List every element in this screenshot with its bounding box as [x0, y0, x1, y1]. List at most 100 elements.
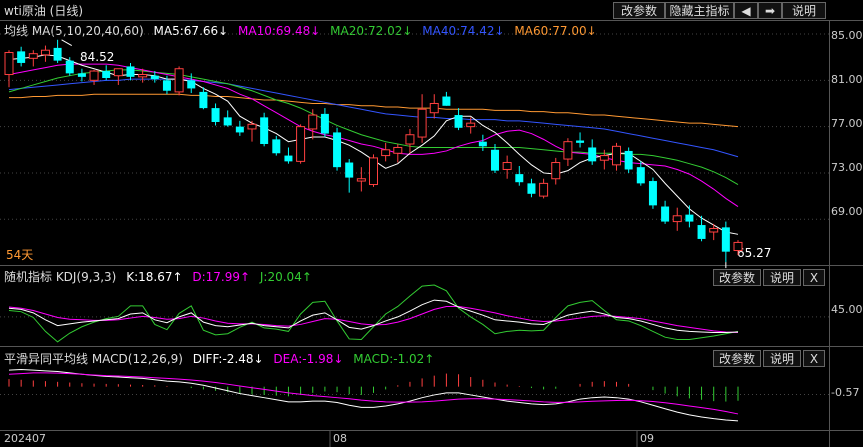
kdj-close-icon[interactable]: X	[803, 269, 825, 286]
macd-modify-params-button[interactable]: 改参数	[713, 350, 761, 367]
macd-dea-line	[8, 372, 739, 415]
candle-body-down	[199, 91, 208, 109]
candle-body-up	[89, 70, 99, 81]
modify-params-button[interactable]: 改参数	[613, 2, 665, 19]
macd-legend: 平滑异同平均线 MACD(12,26,9) DIFF:-2.48↓ DEA:-1…	[4, 350, 440, 367]
candle-body-down	[624, 150, 633, 170]
candle-body-up	[393, 146, 403, 154]
macd-macd-value: MACD:-1.02↑	[353, 352, 435, 366]
candle-body-down	[648, 181, 657, 206]
kdj-modify-params-button[interactable]: 改参数	[713, 269, 761, 286]
candle-body-down	[697, 225, 706, 239]
candle-body-up	[466, 122, 476, 128]
candle-body-up	[356, 178, 366, 182]
candle-body-down	[272, 139, 281, 154]
candle-body-up	[40, 49, 50, 56]
candle-body-up	[563, 141, 573, 160]
y-tick: 69.00	[831, 205, 863, 218]
candle-body-down	[454, 115, 463, 128]
candle-body-up	[247, 123, 257, 130]
candle-body-up	[113, 68, 123, 77]
y-tick: 85.00	[831, 29, 863, 42]
candle-body-down	[260, 117, 269, 144]
kdj-j-line	[8, 284, 739, 343]
candle-body-down	[478, 141, 487, 147]
candle-body-down	[187, 80, 196, 89]
y-tick: 81.00	[831, 73, 863, 86]
macd-explain-button[interactable]: 说明	[763, 350, 801, 367]
candle-body-down	[515, 174, 524, 183]
candle-body-up	[733, 241, 743, 252]
x-tick: 08	[333, 432, 347, 445]
kdj-legend: 随机指标 KDJ(9,3,3) K:18.67↑ D:17.99↑ J:20.0…	[4, 268, 318, 285]
candle-body-down	[235, 126, 244, 133]
macd-indicator-name: 平滑异同平均线 MACD(12,26,9)	[4, 352, 183, 366]
ma60-line	[9, 93, 739, 128]
candle-body-up	[174, 68, 184, 93]
candle-body-up	[502, 162, 512, 170]
days-count: 54天	[6, 248, 34, 262]
left-arrow-icon[interactable]: ◀	[734, 2, 758, 19]
candle-body-down	[126, 66, 135, 77]
candle-body-down	[284, 155, 293, 162]
candle-body-up	[405, 134, 415, 145]
ma10-value: MA10:69.48↓	[238, 24, 321, 38]
candle-body-down	[102, 71, 111, 78]
macd-diff-line	[8, 368, 739, 422]
macd-dea-value: DEA:-1.98↓	[273, 352, 344, 366]
x-tick: 202407	[4, 432, 46, 445]
candle-body-down	[442, 96, 451, 106]
kdj-divider	[0, 265, 863, 266]
candle-body-down	[333, 132, 342, 168]
candle-body-up	[672, 215, 682, 223]
candle-body-down	[721, 227, 730, 252]
candle-body-up	[539, 182, 549, 197]
candle-body-down	[636, 167, 645, 184]
kdj-explain-button[interactable]: 说明	[763, 269, 801, 286]
hide-main-indicator-button[interactable]: 隐藏主指标	[665, 2, 734, 19]
macd-divider	[0, 346, 863, 347]
kdj-d-line	[8, 305, 739, 334]
candle-body-up	[429, 102, 439, 114]
candle-body-up	[28, 53, 38, 59]
candle-body-down	[53, 47, 62, 61]
candle-body-up	[612, 145, 621, 166]
kdj-j-value: J:20.04↑	[259, 270, 312, 284]
candle-body-down	[65, 60, 74, 74]
candle-body-down	[150, 75, 159, 80]
candle-body-up	[296, 126, 306, 162]
high-price-label: 84.52	[80, 50, 115, 64]
candle-body-down	[345, 162, 354, 178]
candle-body-down	[527, 183, 536, 194]
kdj-d-value: D:17.99↑	[192, 270, 251, 284]
candle-body-down	[576, 140, 585, 143]
candle-body-down	[661, 206, 670, 222]
ma40-line	[8, 78, 739, 158]
candle-body-down	[320, 113, 329, 134]
candle-body-up	[709, 228, 719, 233]
candle-body-up	[4, 52, 14, 76]
macd-close-icon[interactable]: X	[803, 350, 825, 367]
yaxis-divider	[829, 20, 830, 447]
ma20-value: MA20:72.02↓	[330, 24, 413, 38]
kdj-y-tick: 45.00	[831, 303, 863, 316]
right-arrow-icon[interactable]: ➡	[758, 2, 782, 19]
candle-body-up	[417, 108, 427, 138]
kdj-k-value: K:18.67↑	[126, 270, 183, 284]
candle-body-down	[77, 73, 86, 77]
candle-body-down	[223, 117, 232, 126]
candle-body-up	[308, 114, 318, 130]
macd-diff-value: DIFF:-2.48↓	[192, 352, 264, 366]
candle-body-down	[211, 108, 220, 122]
low-price-label: 65.27	[737, 246, 772, 260]
title-divider	[0, 20, 863, 21]
candle-body-down	[588, 147, 597, 162]
y-tick: 73.00	[831, 161, 863, 174]
candle-body-up	[369, 157, 378, 186]
explain-button[interactable]: 说明	[782, 2, 826, 19]
xaxis-divider	[0, 430, 863, 431]
x-tick: 09	[640, 432, 654, 445]
high-marker	[61, 39, 72, 47]
candle-body-down	[685, 214, 694, 222]
